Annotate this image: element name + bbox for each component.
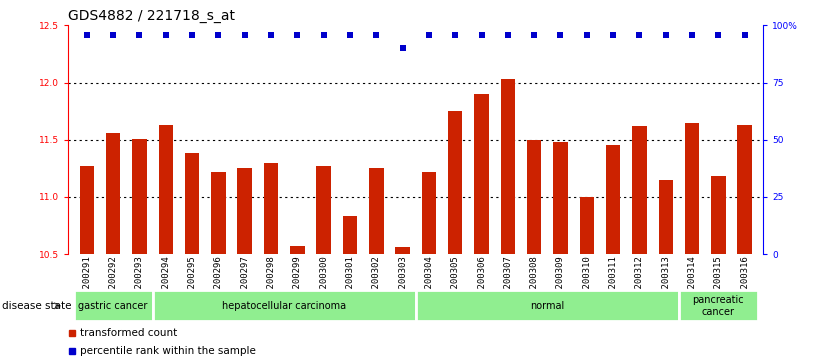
Bar	[527, 140, 541, 254]
Bar	[316, 166, 331, 254]
Text: gastric cancer: gastric cancer	[78, 301, 148, 311]
Bar	[737, 125, 752, 254]
Bar	[343, 216, 357, 254]
Text: pancreatic
cancer: pancreatic cancer	[692, 295, 744, 317]
Text: normal: normal	[530, 301, 565, 311]
Bar	[395, 247, 409, 254]
Bar	[290, 246, 304, 254]
Bar	[153, 290, 415, 321]
Bar	[415, 290, 679, 321]
Bar	[500, 79, 515, 254]
Text: transformed count: transformed count	[80, 328, 177, 338]
Bar	[106, 133, 120, 254]
Text: percentile rank within the sample: percentile rank within the sample	[80, 346, 255, 356]
Text: disease state: disease state	[2, 301, 71, 311]
Bar	[369, 168, 384, 254]
Bar	[264, 163, 279, 254]
Bar	[422, 172, 436, 254]
Bar	[238, 168, 252, 254]
Bar	[679, 290, 758, 321]
Bar	[448, 111, 463, 254]
Bar	[632, 126, 646, 254]
Text: GDS4882 / 221718_s_at: GDS4882 / 221718_s_at	[68, 9, 235, 23]
Bar	[659, 180, 673, 254]
Bar	[605, 146, 620, 254]
Text: hepatocellular carcinoma: hepatocellular carcinoma	[222, 301, 346, 311]
Bar	[553, 142, 568, 254]
Bar	[185, 154, 199, 254]
Bar	[580, 197, 594, 254]
Bar	[79, 166, 94, 254]
Bar	[73, 290, 153, 321]
Bar	[475, 94, 489, 254]
Bar	[158, 125, 173, 254]
Bar	[133, 139, 147, 254]
Bar	[211, 172, 226, 254]
Bar	[685, 123, 699, 254]
Bar	[711, 176, 726, 254]
